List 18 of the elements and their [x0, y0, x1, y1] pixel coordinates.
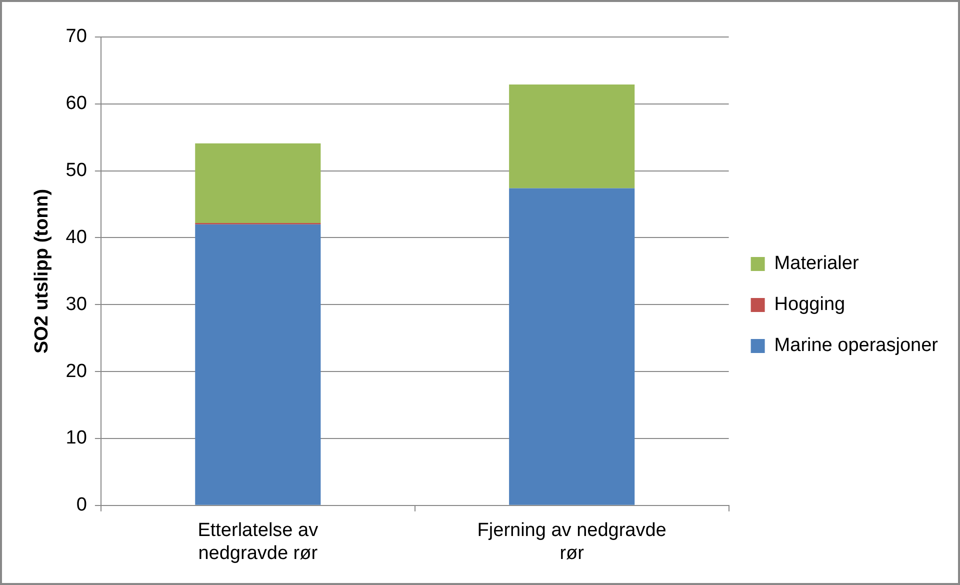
- bar: [509, 188, 635, 505]
- y-tick-label: 70: [66, 26, 87, 48]
- bar: [195, 143, 321, 224]
- y-tick-label: 20: [66, 360, 87, 382]
- legend-label: Materialer: [774, 253, 860, 274]
- x-tick-label: Etterlatelse av nedgravde rør: [198, 520, 319, 564]
- y-tick-label: 30: [66, 294, 87, 315]
- bar: [195, 224, 321, 505]
- legend-label: Marine operasjoner: [774, 335, 939, 356]
- y-tick-label: 10: [66, 428, 87, 449]
- bar: [509, 84, 635, 188]
- legend-label: Hogging: [774, 294, 846, 316]
- y-tick-label: 40: [66, 226, 87, 248]
- y-axis-title: SO2 utslipp (tonn): [32, 188, 53, 354]
- y-tick-label: 50: [66, 160, 87, 182]
- y-tick-label: 60: [66, 93, 87, 114]
- y-tick-label: 0: [76, 494, 87, 516]
- x-tick-label: Fjerning av nedgravde rør: [477, 520, 666, 564]
